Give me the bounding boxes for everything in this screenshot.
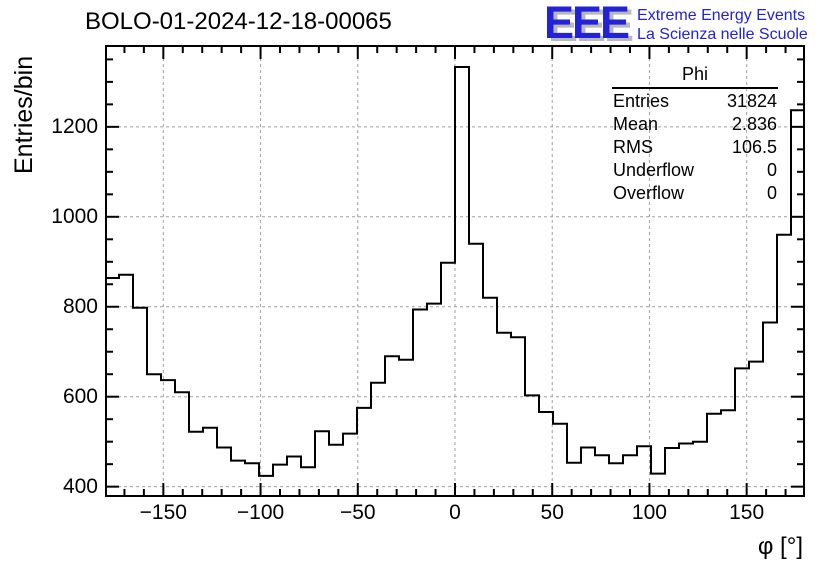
x-tick-label: 150 [729,501,765,524]
stats-value: 0 [766,160,777,180]
eee-logo-acronym: EEE [544,0,630,48]
x-axis-title: φ [°] [757,533,803,560]
y-tick-label: 1200 [51,115,98,139]
stats-label: Entries [613,91,670,111]
eee-logo-line1: Extreme Energy Events [637,7,806,24]
x-tick-label: −150 [139,501,187,524]
stats-box: Phi Entries 31824 Mean 2.836 RMS 106.5 U… [612,63,778,205]
stats-value: 2.836 [731,114,777,134]
stats-label: Underflow [613,160,695,180]
eee-logo-line2: La Scienza nelle Scuole [637,26,808,43]
y-tick-label: 800 [62,295,98,319]
histogram-line [105,66,805,477]
x-tick-label: 0 [449,501,461,524]
eee-logo-text: Extreme Energy Events La Scienza nelle S… [637,2,808,44]
stats-label: RMS [613,137,653,157]
x-tick-label: −100 [236,501,285,524]
x-tick-label: −50 [339,501,376,524]
stats-row-underflow: Underflow 0 [612,159,778,182]
y-axis-title: Entries/bin [10,55,38,174]
eee-logo: EEE Extreme Energy Events La Scienza nel… [544,0,808,48]
stats-label: Mean [613,114,659,134]
stats-title: Phi [612,63,778,89]
stats-value: 106.5 [731,137,777,157]
stats-value: 31824 [726,91,777,111]
stats-row-rms: RMS 106.5 [612,136,778,159]
stats-row-entries: Entries 31824 [612,90,778,113]
stats-row-mean: Mean 2.836 [612,113,778,136]
histogram-chart [105,45,805,497]
y-tick-label: 400 [62,475,98,499]
stats-value: 0 [766,183,777,203]
stats-rows: Entries 31824 Mean 2.836 RMS 106.5 Under… [612,89,778,205]
x-tick-label: 100 [631,501,667,524]
stats-row-overflow: Overflow 0 [612,182,778,205]
plot-area [105,45,805,497]
y-tick-label: 1000 [51,205,98,229]
plot-title: BOLO-01-2024-12-18-00065 [85,8,392,35]
stats-label: Overflow [613,183,685,203]
y-tick-label: 600 [62,385,98,409]
x-tick-label: 50 [540,501,564,524]
